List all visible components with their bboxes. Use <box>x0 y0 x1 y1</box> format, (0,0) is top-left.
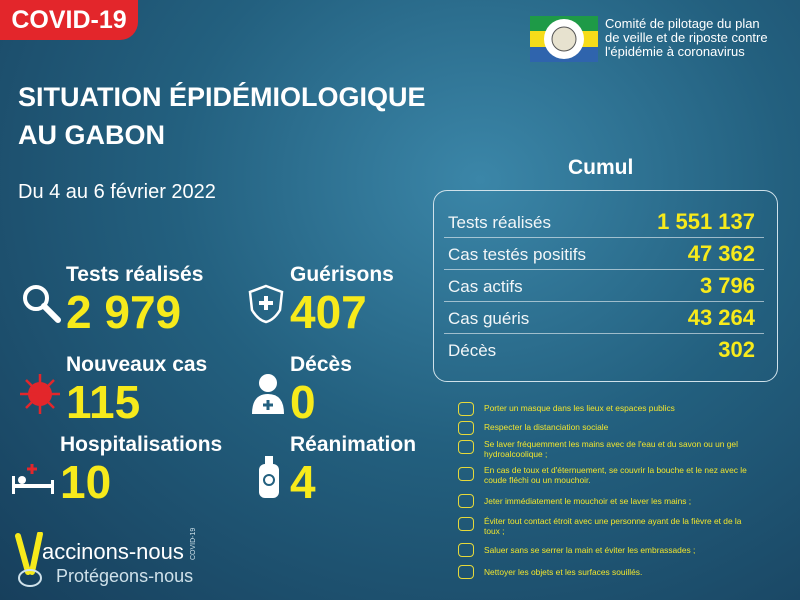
measure: Éviter tout contact étroit avec une pers… <box>484 516 742 536</box>
separator <box>444 237 764 238</box>
cumul-value: 43 264 <box>687 305 755 330</box>
measure-icon <box>458 440 474 454</box>
slogan: accinons-nous <box>42 539 184 564</box>
period: Du 4 au 6 février 2022 <box>18 181 216 203</box>
measure-icon <box>458 421 474 435</box>
separator <box>444 333 764 334</box>
measure: En cas de toux et d'éternuement, se couv… <box>484 465 747 485</box>
icon-virus <box>20 374 60 414</box>
stat-label: Tests réalisés <box>66 263 204 286</box>
measure-icon <box>458 494 474 508</box>
hand-v <box>15 532 43 587</box>
measure-icon <box>458 565 474 579</box>
cumul-title: Cumul <box>568 156 634 179</box>
measure: Saluer sans se serrer la main et éviter … <box>484 545 696 555</box>
stat-label: Nouveaux cas <box>66 353 208 376</box>
measure: Respecter la distanciation sociale <box>484 422 609 432</box>
cumul-value: 302 <box>718 337 755 362</box>
title: SITUATION ÉPIDÉMIOLOGIQUE <box>18 82 426 112</box>
slogan-tag: COVID-19 <box>190 527 197 560</box>
icon-search <box>23 285 61 323</box>
org-line: Comité de pilotage du plan <box>605 16 760 31</box>
icon-person <box>252 374 284 414</box>
stat-label: Guérisons <box>290 263 394 286</box>
cumul-box <box>433 190 778 382</box>
stat-label: Décès <box>290 353 352 376</box>
measure-icon <box>458 467 474 481</box>
measure-icon <box>458 517 474 531</box>
cumul-label: Cas testés positifs <box>448 245 586 264</box>
icon-bed <box>12 464 54 494</box>
stat-value: 0 <box>290 376 316 428</box>
stat-label: Hospitalisations <box>60 433 223 456</box>
badge: COVID-19 <box>0 0 138 40</box>
stat-value: 10 <box>60 456 112 508</box>
cumul-label: Tests réalisés <box>448 213 551 232</box>
cumul-value: 47 362 <box>687 241 755 266</box>
measure: Nettoyer les objets et les surfaces soui… <box>484 567 643 577</box>
org-line: de veille et de riposte contre <box>605 30 768 45</box>
measure: Jeter immédiatement le mouchoir et se la… <box>484 496 692 506</box>
title: AU GABON <box>18 120 165 150</box>
flag-logo <box>530 16 598 62</box>
stat-value: 2 979 <box>66 286 182 338</box>
cumul-value: 3 796 <box>699 273 755 298</box>
cumul-label: Décès <box>448 341 497 360</box>
separator <box>444 301 764 302</box>
slogan: Protégeons-nous <box>56 566 194 586</box>
measure-icon <box>458 402 474 416</box>
measure: Porter un masque dans les lieux et espac… <box>484 403 675 413</box>
stat-value: 407 <box>290 286 367 338</box>
stat-value: 4 <box>290 456 316 508</box>
stat-label: Réanimation <box>290 433 417 456</box>
cumul-label: Cas guéris <box>448 309 530 328</box>
icon-shield <box>248 284 284 324</box>
icon-oxygen <box>259 456 279 498</box>
cumul-value: 1 551 137 <box>657 209 755 234</box>
cumul-label: Cas actifs <box>448 277 523 296</box>
measure: Se laver fréquemment les mains avec de l… <box>484 439 738 459</box>
org-line: l'épidémie à coronavirus <box>605 44 745 59</box>
separator <box>444 269 764 270</box>
measure-icon <box>458 543 474 557</box>
stat-value: 115 <box>66 376 141 428</box>
